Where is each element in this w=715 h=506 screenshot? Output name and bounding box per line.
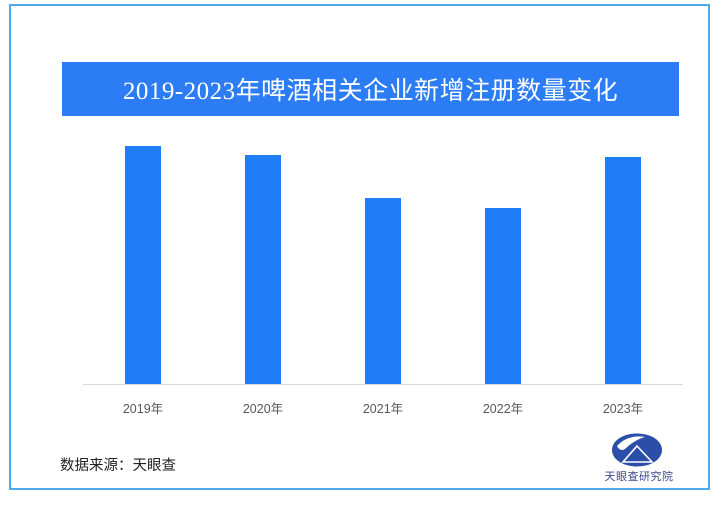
bar-series [83,136,683,384]
bar-slot [443,136,563,384]
bar-slot [83,136,203,384]
bar-slot [203,136,323,384]
brand-logo-caption: 天眼查研究院 [604,471,674,483]
x-tick-label-2022年: 2022年 [482,402,524,416]
x-axis-tick-labels: 2019年 2020年 2021年 2022年 2023年 [83,398,683,418]
bar-2023年 [605,157,641,384]
x-tick-label-2023年: 2023年 [602,402,644,416]
bar-2021年 [365,198,401,384]
chart-card: 2019-2023年啤酒相关企业新增注册数量变化 2019年 2020年 2021年… [9,4,710,490]
bar-2019年 [125,145,161,384]
tianyancha-eye-icon [611,433,663,467]
bar-slot [323,136,443,384]
x-tick-label-2020年: 2020年 [242,402,284,416]
x-tick-label-2019年: 2019年 [122,402,164,416]
bar-2022年 [485,207,521,384]
bar-2020年 [245,155,281,384]
bar-slot [563,136,683,384]
page-title: 2019-2023年啤酒相关企业新增注册数量变化 [122,78,619,105]
brand-logo: 天眼查研究院 [593,433,685,485]
data-source-label: 数据来源：天眼查 [60,458,176,474]
x-tick-label-2021年: 2021年 [362,402,404,416]
x-axis-line [83,384,683,385]
chart-title-banner: 2019-2023年啤酒相关企业新增注册数量变化 [62,62,679,116]
